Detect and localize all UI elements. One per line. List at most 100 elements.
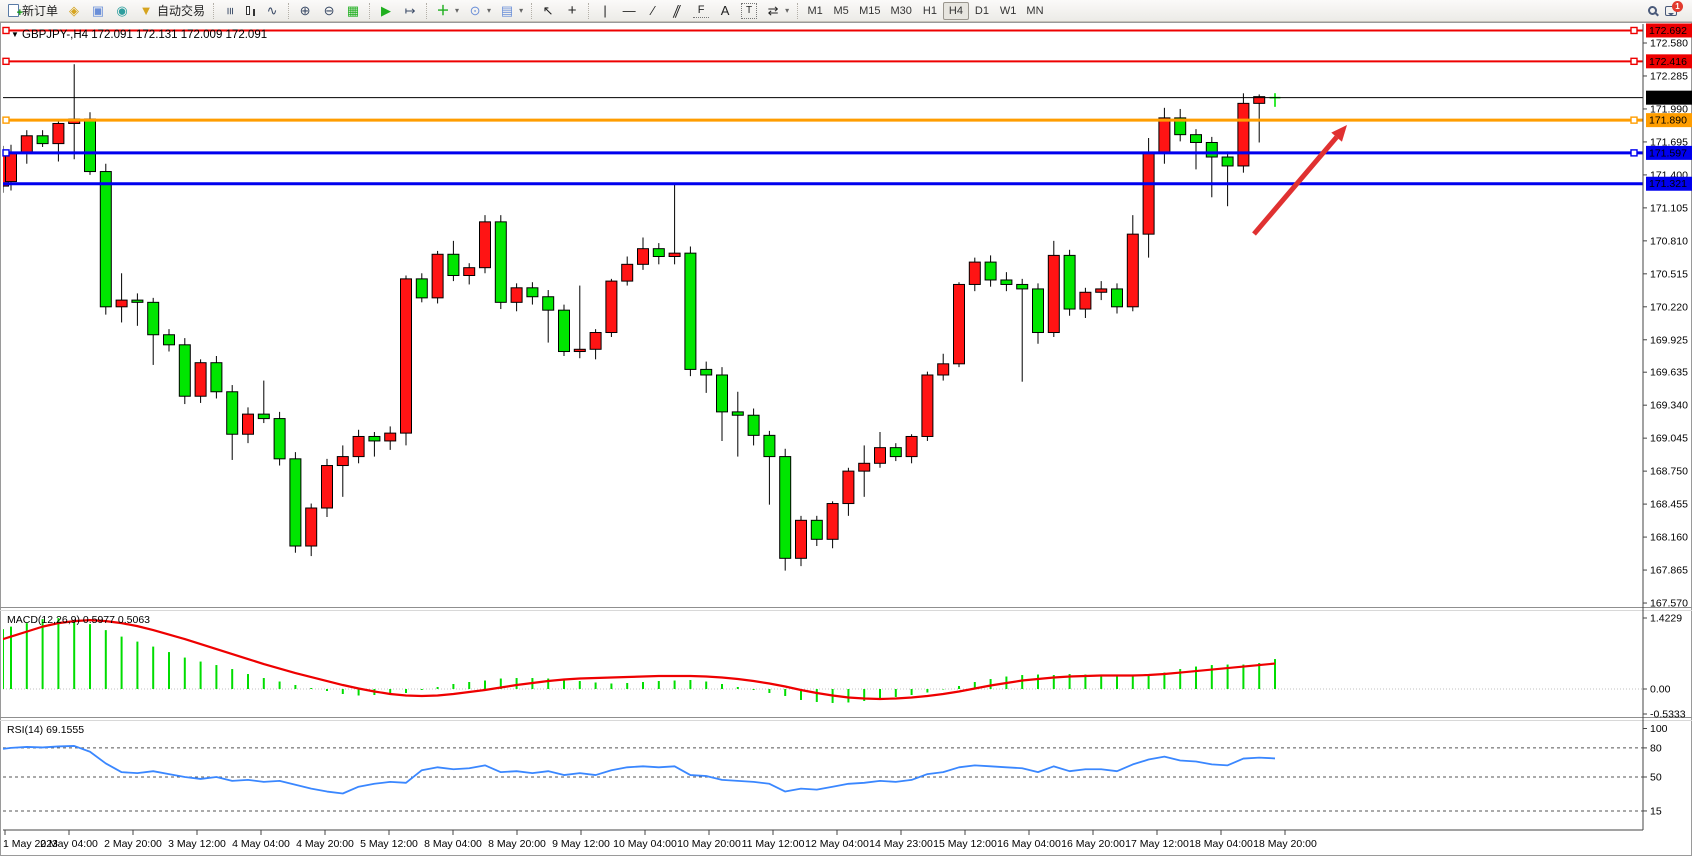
time-label: 12 May 04:00: [805, 838, 869, 850]
autotrading-icon: ▼: [139, 2, 153, 18]
timeframe-h1[interactable]: H1: [917, 2, 943, 20]
time-label: 1 May 2023: [3, 838, 58, 850]
search-button[interactable]: [1645, 1, 1660, 21]
price-tick-label: 168.750: [1650, 466, 1688, 478]
auto-scroll-button[interactable]: ▶: [375, 1, 397, 21]
periods-button[interactable]: ⊙ ▾: [464, 1, 494, 21]
cursor-button[interactable]: ↖: [537, 1, 559, 21]
time-label: 4 May 20:00: [296, 838, 354, 850]
time-label: 4 May 04:00: [232, 838, 290, 850]
time-label: 11 May 12:00: [742, 838, 805, 850]
timeframe-m5[interactable]: M5: [828, 2, 854, 20]
metaeditor-button[interactable]: ▣: [87, 1, 109, 21]
price-tick-label: 169.925: [1650, 334, 1688, 346]
text-label-icon: T: [741, 2, 758, 19]
time-label: 14 May 23:00: [869, 838, 933, 850]
price-tick-label: 168.455: [1650, 499, 1688, 511]
chart-title: GBPJPY-,H4 172.091 172.131 172.009 172.0…: [22, 29, 267, 41]
vertical-line-icon: |: [603, 2, 607, 18]
timeframe-d1[interactable]: D1: [969, 2, 995, 20]
price-tick-label: 170.220: [1650, 301, 1688, 313]
price-tick-label: 169.340: [1650, 400, 1688, 412]
text-label-button[interactable]: T: [738, 1, 760, 21]
hline-handle: [1630, 149, 1638, 157]
new-order-label: 新订单: [22, 4, 59, 18]
search-icon: [1648, 6, 1657, 15]
rsi-tick-label: 15: [1650, 805, 1662, 817]
text-icon: A: [720, 2, 730, 18]
price-tick-label: 172.580: [1650, 38, 1688, 50]
rsi-tick-label: 50: [1650, 772, 1662, 784]
price-tick-label: 169.045: [1650, 433, 1688, 445]
toolbar-separator: [531, 2, 533, 19]
horizontal-line-button[interactable]: —: [618, 1, 640, 21]
arrows-icon: ⇄: [767, 2, 779, 18]
time-label: 17 May 12:00: [1125, 838, 1189, 850]
price-tick-label: 167.570: [1650, 598, 1688, 610]
hline-handle: [1630, 116, 1638, 124]
market-watch-icon: ◈: [69, 2, 80, 18]
candlestick-button[interactable]: [243, 1, 259, 21]
macd-tick-label: -0.5333: [1650, 709, 1686, 721]
price-tick-label: 171.990: [1650, 103, 1688, 115]
templates-button[interactable]: ▤ ▾: [496, 1, 526, 21]
macd-tick-label: 1.4229: [1650, 612, 1682, 624]
new-order-button[interactable]: + 新订单: [5, 1, 61, 21]
market-watch-button[interactable]: ◈: [63, 1, 85, 21]
channel-button[interactable]: ∥: [666, 1, 688, 21]
timeframe-m1[interactable]: M1: [802, 2, 828, 20]
toolbar-separator: [369, 2, 371, 19]
timeframe-m30[interactable]: M30: [886, 2, 917, 20]
indicators-button[interactable]: ＋ ▾: [432, 1, 462, 21]
zoom-in-icon: ⊕: [299, 2, 311, 18]
trendline-button[interactable]: ∕: [642, 1, 664, 21]
timeframe-w1[interactable]: W1: [995, 2, 1022, 20]
line-chart-icon: ∿: [266, 2, 278, 18]
macd-tick-label: 0.00: [1650, 684, 1671, 696]
rsi-tick-label: 80: [1650, 742, 1662, 754]
bar-chart-button[interactable]: ≡: [219, 1, 241, 21]
text-button[interactable]: A: [714, 1, 736, 21]
toolbar: + 新订单 ◈ ▣ ◉ ▼ 自动交易 ≡ ∿ ⊕ ⊖ ▦ ▶ ↦ ＋ ▾ ⊙ ▾ ▤…: [0, 0, 1692, 22]
auto-scroll-icon: ▶: [381, 2, 392, 18]
hline-handle: [2, 116, 10, 124]
timeframe-m15[interactable]: M15: [854, 2, 885, 20]
crosshair-button[interactable]: +: [561, 1, 583, 21]
time-label: 18 May 04:00: [1189, 838, 1253, 850]
chart-shift-button[interactable]: ↦: [399, 1, 421, 21]
chart-canvas[interactable]: 172.580172.285171.990171.695171.400171.1…: [0, 22, 1692, 856]
time-label: 9 May 12:00: [552, 838, 610, 850]
time-label: 2 May 20:00: [104, 838, 162, 850]
autotrading-button[interactable]: ▼ 自动交易: [135, 1, 208, 21]
time-label: 2 May 04:00: [40, 838, 98, 850]
zoom-out-button[interactable]: ⊖: [318, 1, 340, 21]
channel-icon: ∥: [670, 2, 684, 18]
fibonacci-button[interactable]: F: [690, 1, 712, 21]
price-tick-label: 168.160: [1650, 532, 1688, 544]
signals-button[interactable]: ◉: [111, 1, 133, 21]
new-order-icon: +: [8, 4, 23, 19]
timeframe-h4[interactable]: H4: [942, 1, 969, 20]
time-label: 10 May 20:00: [677, 838, 741, 850]
vertical-line-button[interactable]: |: [594, 1, 616, 21]
line-chart-button[interactable]: ∿: [261, 1, 283, 21]
price-badge: 172.091: [1649, 92, 1687, 104]
time-label: 8 May 04:00: [424, 838, 482, 850]
time-label: 3 May 12:00: [168, 838, 226, 850]
crosshair-icon: +: [567, 1, 577, 19]
signals-icon: ◉: [116, 2, 128, 18]
arrows-button[interactable]: ⇄ ▾: [762, 1, 792, 21]
tile-windows-button[interactable]: ▦: [342, 1, 364, 21]
rsi-tick-label: 100: [1650, 723, 1668, 735]
chart-shift-icon: ↦: [404, 2, 416, 18]
chat-icon: 1: [1665, 0, 1683, 16]
notifications-button[interactable]: 1: [1662, 0, 1683, 21]
chart-window: 172.580 172.285 171.990 171.695 171.400 171.1…: [0, 22, 1692, 856]
indicators-icon: ＋: [436, 2, 450, 18]
zoom-in-button[interactable]: ⊕: [294, 1, 316, 21]
toolbar-separator: [213, 2, 215, 19]
bar-chart-icon: ≡: [223, 6, 239, 15]
time-label: 18 May 20:00: [1253, 838, 1317, 850]
chevron-down-icon: ▾: [785, 6, 790, 15]
timeframe-mn[interactable]: MN: [1021, 2, 1048, 20]
